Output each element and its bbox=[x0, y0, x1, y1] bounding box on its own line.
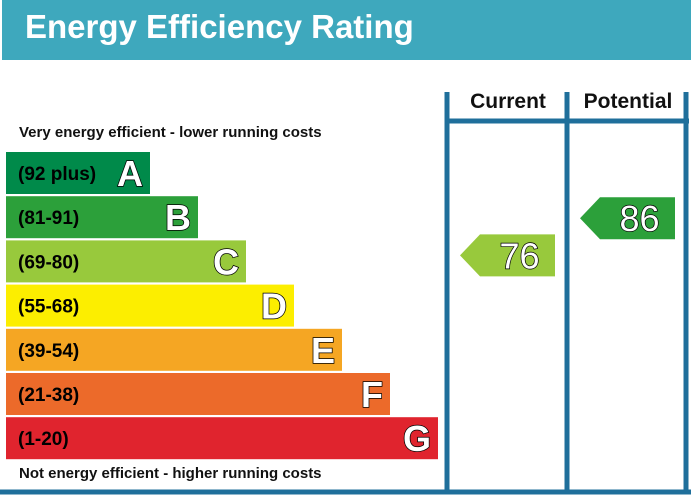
band-letter: D bbox=[261, 286, 287, 327]
header-bar: Energy Efficiency Rating bbox=[2, 0, 691, 60]
potential-rating-arrow bbox=[580, 197, 675, 240]
rating-band-b bbox=[6, 196, 198, 239]
rating-band-f bbox=[6, 373, 390, 415]
rating-band-a bbox=[6, 152, 150, 194]
rating-band-c bbox=[6, 240, 246, 283]
top-caption: Very energy efficient - lower running co… bbox=[19, 124, 322, 141]
bottom-caption: Not energy efficient - higher running co… bbox=[19, 465, 322, 482]
band-letter: C bbox=[213, 241, 239, 282]
potential-column-label: Potential bbox=[583, 90, 673, 113]
band-letter: E bbox=[311, 330, 335, 371]
band-letter: G bbox=[403, 418, 431, 459]
band-letter: A bbox=[117, 153, 143, 194]
rating-band-d bbox=[6, 284, 294, 327]
current-column-label: Current bbox=[470, 90, 546, 113]
band-range-label: (39-54) bbox=[18, 341, 79, 362]
band-range-label: (81-91) bbox=[18, 208, 79, 229]
rating-band-g bbox=[6, 417, 438, 460]
band-letter: B bbox=[165, 197, 191, 238]
page-title: Energy Efficiency Rating bbox=[25, 8, 414, 45]
band-range-label: (55-68) bbox=[18, 297, 79, 318]
current-rating-value: 76 bbox=[499, 235, 539, 276]
band-range-label: (1-20) bbox=[18, 429, 69, 450]
band-letter: F bbox=[361, 374, 383, 415]
band-range-label: (92 plus) bbox=[18, 164, 96, 185]
current-rating-arrow bbox=[460, 234, 555, 277]
rating-band-e bbox=[6, 328, 342, 371]
band-range-label: (21-38) bbox=[18, 385, 79, 406]
potential-rating-value: 86 bbox=[619, 198, 659, 239]
band-range-label: (69-80) bbox=[18, 252, 79, 273]
